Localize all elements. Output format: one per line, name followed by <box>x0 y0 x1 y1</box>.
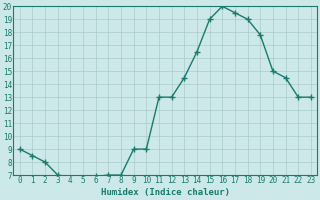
X-axis label: Humidex (Indice chaleur): Humidex (Indice chaleur) <box>101 188 230 197</box>
